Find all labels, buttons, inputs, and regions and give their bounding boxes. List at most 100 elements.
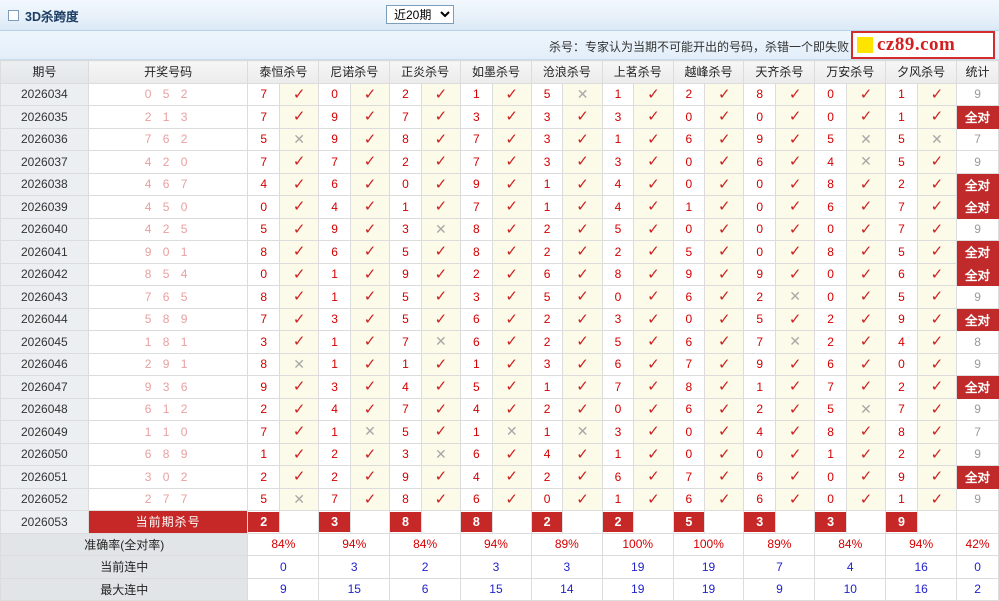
cell-result-0: ✓	[278, 82, 320, 106]
cell-kill-number-4: 2	[530, 217, 564, 241]
cell-result-8: ✕	[845, 127, 887, 151]
cell-result-2: ✕	[420, 330, 462, 354]
cell-result-0: ✕	[278, 487, 320, 511]
cell-result-3: ✓	[491, 150, 532, 174]
cell-kill-number-6: 6	[672, 127, 706, 151]
cell-result-2: ✓	[420, 195, 462, 219]
check-icon: ✓	[292, 423, 306, 441]
cell-kill-number-6: 0	[672, 420, 706, 444]
cell-kill-number-1: 9	[318, 217, 351, 241]
cell-kill-number-7: 1	[743, 375, 776, 399]
cell-kill-number-0: 7	[247, 150, 280, 174]
check-icon: ✓	[788, 265, 802, 283]
check-icon: ✓	[647, 468, 660, 486]
cell-kill-number-5: 6	[601, 352, 635, 376]
cell-result-5: ✓	[633, 330, 674, 354]
check-icon: ✓	[576, 175, 589, 193]
cell-draw-number: 1 8 1	[87, 330, 249, 354]
check-icon: ✓	[505, 130, 518, 148]
summary-value-1-6: 19	[672, 555, 745, 579]
current-kill-badge-0: 2	[248, 511, 279, 532]
cell-kill-number-3: 3	[460, 285, 493, 309]
check-icon: ✓	[788, 220, 802, 238]
cross-icon: ✕	[434, 333, 447, 350]
cell-result-1: ✓	[349, 150, 391, 174]
cell-result-4: ✓	[562, 262, 603, 286]
header-expert-9: 万安杀号	[814, 60, 887, 84]
cell-kill-number-3: 1	[460, 82, 493, 106]
cell-issue: 2026048	[0, 397, 89, 421]
cell-kill-number-4: 6	[530, 262, 564, 286]
check-icon: ✓	[505, 310, 518, 328]
cell-result-3: ✓	[491, 330, 532, 354]
cell-kill-number-9: 9	[885, 307, 918, 331]
check-icon: ✓	[363, 445, 377, 463]
cell-result-6: ✓	[704, 352, 745, 376]
check-icon: ✓	[647, 108, 660, 126]
cell-result-5: ✓	[633, 127, 674, 151]
cell-result-6: ✓	[704, 240, 745, 264]
cell-current-blank-8	[845, 510, 887, 534]
summary-value-2-4: 14	[530, 577, 603, 601]
cell-kill-number-8: 8	[814, 172, 847, 196]
check-icon: ✓	[292, 220, 306, 238]
cross-icon: ✕	[860, 153, 872, 170]
cell-result-8: ✓	[845, 442, 887, 466]
check-icon: ✓	[718, 490, 731, 508]
cell-kill-number-1: 9	[318, 105, 351, 129]
cell-result-8: ✓	[845, 262, 887, 286]
cell-result-5: ✓	[633, 375, 674, 399]
check-icon: ✓	[292, 288, 306, 306]
status-badge-all-right: 全对	[956, 195, 999, 219]
cell-kill-number-7: 6	[743, 150, 776, 174]
table-row: 2026044 5 8 9 7 ✓ 3 ✓ 5 ✓ 6 ✓ 2 ✓ 3 ✓ 0 ✓ 5 ✓ 2 ✓ 9 ✓ 全对	[0, 307, 999, 331]
cell-result-6: ✓	[704, 307, 745, 331]
summary-row-0: 准确率(全对率) 84% 94% 84% 94% 89% 100% 100% 89% 84% 94%…	[0, 532, 999, 556]
checkbox-icon[interactable]	[8, 9, 19, 21]
cell-result-3: ✓	[491, 307, 532, 331]
cell-kill-number-7: 6	[743, 465, 776, 489]
cell-statistics: 9	[956, 442, 999, 466]
cell-result-9: ✓	[916, 465, 958, 489]
cell-kill-number-5: 5	[601, 217, 635, 241]
check-icon: ✓	[930, 198, 944, 216]
header-statistics: 统计	[956, 60, 999, 84]
cell-kill-number-3: 3	[460, 105, 493, 129]
cell-result-5: ✓	[633, 150, 674, 174]
status-badge-all-right: 全对	[956, 172, 999, 196]
current-kill-badge-3: 8	[461, 511, 492, 532]
cell-result-1: ✓	[349, 172, 391, 196]
check-icon: ✓	[576, 243, 589, 261]
cell-kill-number-3: 1	[460, 420, 493, 444]
table-row: 2026049 1 1 0 7 ✓ 1 ✕ 5 ✓ 1 ✕ 1 ✕ 3 ✓ 0 ✓ 4 ✓ 8 ✓ 8 ✓ 7	[0, 420, 999, 444]
cell-result-4: ✓	[562, 375, 603, 399]
cell-current-blank-1	[349, 510, 391, 534]
cell-kill-number-0: 8	[247, 352, 280, 376]
cell-result-5: ✓	[633, 442, 674, 466]
check-icon: ✓	[576, 445, 589, 463]
cross-icon: ✕	[789, 333, 802, 350]
period-range-select[interactable]: 近20期	[386, 5, 454, 24]
check-icon: ✓	[718, 468, 731, 486]
cell-kill-number-9: 7	[885, 217, 918, 241]
site-logo: cz89.com	[851, 31, 995, 59]
cell-kill-number-1: 3	[318, 307, 351, 331]
cell-kill-number-3: 2	[460, 262, 493, 286]
cell-kill-number-6: 6	[672, 487, 706, 511]
cell-result-8: ✕	[845, 397, 887, 421]
cell-kill-number-2: 8	[389, 487, 422, 511]
cell-result-2: ✓	[420, 397, 462, 421]
cell-result-0: ✓	[278, 172, 320, 196]
header-expert-6: 上茗杀号	[601, 60, 674, 84]
cell-result-6: ✓	[704, 195, 745, 219]
cell-kill-number-6: 5	[672, 240, 706, 264]
cell-result-1: ✓	[349, 375, 391, 399]
cell-draw-number: 2 1 3	[87, 105, 249, 129]
check-icon: ✓	[647, 175, 660, 193]
cell-result-1: ✓	[349, 352, 391, 376]
check-icon: ✓	[718, 265, 731, 283]
summary-value-2-1: 15	[318, 577, 391, 601]
cell-kill-number-6: 6	[672, 330, 706, 354]
check-icon: ✓	[788, 355, 802, 373]
cell-result-5: ✓	[633, 217, 674, 241]
